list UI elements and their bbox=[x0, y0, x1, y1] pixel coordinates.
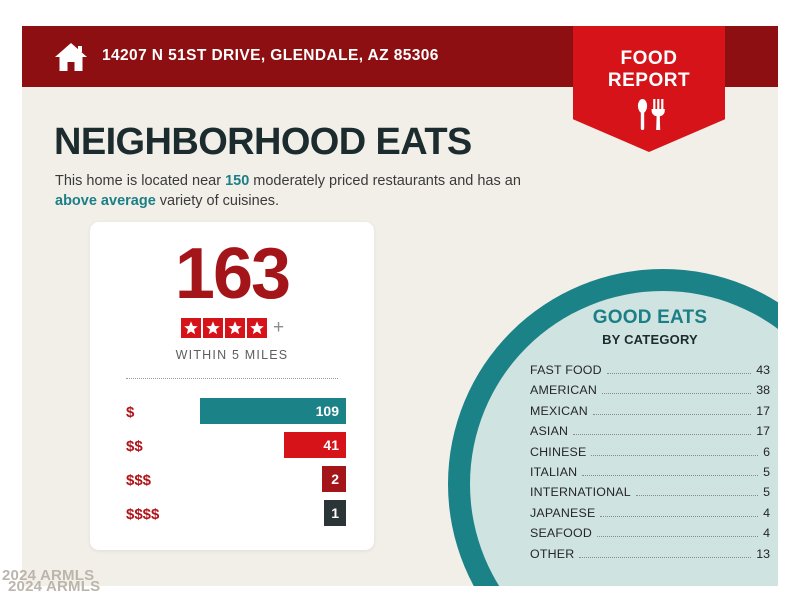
star-icon bbox=[180, 318, 201, 338]
within-radius-label: WITHIN 5 MILES bbox=[175, 348, 289, 362]
price-bar-row: $$ 41 bbox=[126, 432, 346, 466]
category-label: AMERICAN bbox=[530, 383, 598, 398]
total-restaurants: 163 bbox=[174, 234, 291, 314]
category-label: ASIAN bbox=[530, 424, 569, 439]
price-bar-value: 109 bbox=[315, 403, 339, 419]
price-bar-fill: 109 bbox=[200, 398, 346, 424]
category-label: INTERNATIONAL bbox=[530, 485, 631, 500]
price-bar-value: 2 bbox=[331, 471, 339, 487]
leader-dots bbox=[602, 393, 752, 395]
summary-part1: This home is located near bbox=[55, 173, 226, 189]
price-tier-label: $$ bbox=[126, 438, 143, 455]
category-count: 17 bbox=[756, 403, 770, 418]
category-count: 17 bbox=[756, 424, 770, 439]
leader-dots bbox=[573, 434, 752, 436]
leader-dots bbox=[582, 474, 759, 476]
category-count: 4 bbox=[763, 505, 770, 520]
banner-title: FOOD REPORT bbox=[573, 48, 725, 92]
list-item: MEXICAN 17 bbox=[530, 404, 770, 424]
summary-part2: moderately priced restaurants and has an bbox=[249, 173, 521, 189]
price-bar-value: 1 bbox=[331, 505, 339, 521]
good-eats-panel: GOOD EATS BY CATEGORY FAST FOOD 43 AMERIC… bbox=[530, 307, 770, 567]
leader-dots bbox=[597, 536, 759, 538]
home-icon bbox=[54, 40, 88, 74]
watermark-line1: 2024 ARMLS bbox=[2, 567, 95, 584]
star-icon bbox=[202, 318, 223, 338]
leader-dots bbox=[579, 556, 752, 558]
summary-text: This home is located near 150 moderately… bbox=[55, 171, 565, 211]
category-label: OTHER bbox=[530, 546, 575, 561]
price-bar-track: 1 bbox=[200, 500, 346, 526]
category-count: 43 bbox=[756, 363, 770, 377]
list-item: INTERNATIONAL 5 bbox=[530, 485, 770, 505]
banner-title-line1: FOOD bbox=[620, 48, 678, 69]
category-list: FAST FOOD 43 AMERICAN 38 MEXICAN 17 ASIAN 17… bbox=[530, 363, 770, 567]
page-title: NEIGHBORHOOD EATS bbox=[54, 121, 472, 163]
list-item: ASIAN 17 bbox=[530, 424, 770, 444]
category-label: CHINESE bbox=[530, 444, 587, 459]
category-label: SEAFOOD bbox=[530, 526, 592, 541]
category-count: 5 bbox=[763, 485, 770, 500]
category-count: 5 bbox=[763, 464, 770, 479]
restaurant-summary-card: 163 + WITHIN 5 MILES $ 109 $$ bbox=[90, 222, 374, 550]
category-count: 6 bbox=[763, 444, 770, 459]
good-eats-title: GOOD EATS bbox=[592, 307, 708, 328]
category-label: FAST FOOD bbox=[530, 363, 602, 377]
good-eats-subtitle: BY CATEGORY bbox=[602, 332, 698, 347]
category-count: 13 bbox=[756, 546, 770, 561]
price-bar-fill: 2 bbox=[322, 466, 346, 492]
mls-watermark: 2024 ARMLS 2024 ARMLS bbox=[2, 567, 100, 595]
price-tier-label: $ bbox=[126, 404, 135, 421]
price-bar-chart: $ 109 $$ 41 $$$ bbox=[126, 398, 346, 534]
price-bar-row: $$$$ 1 bbox=[126, 500, 346, 534]
price-tier-label: $$$ bbox=[126, 472, 152, 489]
price-bar-row: $ 109 bbox=[126, 398, 346, 432]
list-item: ITALIAN 5 bbox=[530, 465, 770, 485]
price-bar-track: 2 bbox=[200, 466, 346, 492]
leader-dots bbox=[591, 454, 759, 456]
list-item: CHINESE 6 bbox=[530, 445, 770, 465]
variety-rating: above average bbox=[55, 193, 156, 209]
list-item: OTHER 13 bbox=[530, 547, 770, 567]
list-item: SEAFOOD 4 bbox=[530, 526, 770, 546]
summary-part3: variety of cuisines. bbox=[155, 193, 280, 209]
star-icon bbox=[246, 318, 267, 338]
report-sheet: 14207 N 51ST DRIVE, GLENDALE, AZ 85306 F… bbox=[22, 26, 778, 586]
price-tier-label: $$$$ bbox=[126, 506, 160, 523]
leader-dots bbox=[592, 413, 752, 415]
banner-title-line2: REPORT bbox=[607, 70, 691, 91]
food-report-banner: FOOD REPORT bbox=[573, 26, 725, 152]
price-bar-fill: 41 bbox=[284, 432, 346, 458]
price-bar-row: $$$ 2 bbox=[126, 466, 346, 500]
star-icon bbox=[224, 318, 245, 338]
star-plus-label: + bbox=[272, 317, 285, 338]
price-bar-value: 41 bbox=[323, 437, 339, 453]
leader-dots bbox=[600, 515, 759, 517]
card-divider bbox=[126, 378, 338, 379]
category-label: MEXICAN bbox=[530, 403, 588, 418]
star-rating: + bbox=[90, 318, 374, 338]
leader-dots bbox=[606, 373, 752, 374]
watermark-line2: 2024 ARMLS bbox=[8, 578, 101, 595]
leader-dots bbox=[635, 495, 759, 497]
category-label: ITALIAN bbox=[530, 464, 578, 479]
list-item: AMERICAN 38 bbox=[530, 383, 770, 403]
category-count: 38 bbox=[756, 383, 770, 398]
list-item: JAPANESE 4 bbox=[530, 506, 770, 526]
category-count: 4 bbox=[763, 526, 770, 541]
price-bar-track: 41 bbox=[200, 432, 346, 458]
price-bar-track: 109 bbox=[200, 398, 346, 424]
property-address: 14207 N 51ST DRIVE, GLENDALE, AZ 85306 bbox=[102, 47, 439, 64]
price-bar-fill: 1 bbox=[324, 500, 346, 526]
category-label: JAPANESE bbox=[530, 505, 596, 520]
restaurant-count: 150 bbox=[225, 173, 250, 189]
list-item: FAST FOOD 43 bbox=[530, 363, 770, 383]
fork-and-spoon-icon bbox=[629, 98, 669, 132]
